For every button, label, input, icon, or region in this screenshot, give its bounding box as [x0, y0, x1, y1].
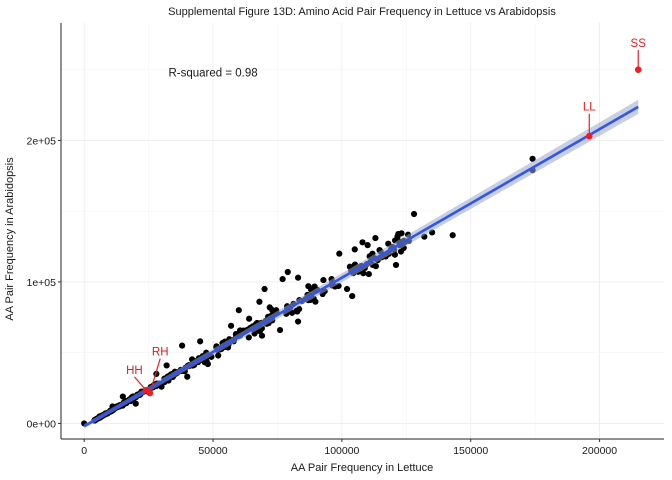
- data-point: [320, 276, 327, 284]
- highlight-label-ll: LL: [583, 102, 596, 114]
- x-tick-label: 0: [81, 445, 87, 457]
- data-point: [391, 251, 398, 258]
- data-point: [284, 268, 291, 276]
- data-point: [372, 234, 379, 242]
- highlight-label-ss: SS: [631, 38, 647, 50]
- data-point: [394, 233, 401, 240]
- data-point: [184, 373, 191, 380]
- data-point: [256, 298, 263, 305]
- data-point: [179, 342, 186, 349]
- data-point: [360, 270, 367, 277]
- data-point: [359, 239, 366, 246]
- x-tick-label: 50000: [198, 445, 227, 457]
- highlight-label-rh: RH: [152, 347, 169, 359]
- x-tick-label: 200000: [582, 445, 617, 457]
- data-point: [392, 261, 400, 269]
- data-point: [163, 362, 170, 369]
- chart-title: Supplemental Figure 13D: Amino Acid Pair…: [168, 6, 556, 18]
- data-point: [227, 322, 235, 329]
- data-point: [258, 332, 266, 339]
- highlight-point: [634, 66, 642, 73]
- highlight-point: [585, 132, 593, 140]
- data-point: [266, 304, 273, 311]
- data-point: [336, 250, 343, 257]
- data-point: [294, 318, 302, 325]
- data-point: [365, 270, 372, 278]
- y-tick-label: 0e+00: [27, 418, 57, 430]
- data-point: [529, 155, 536, 162]
- data-point: [288, 309, 296, 316]
- data-point: [132, 400, 139, 407]
- regression-line: [83, 105, 639, 428]
- data-point: [449, 232, 456, 239]
- r-squared-annotation: R-squared = 0.98: [168, 68, 257, 80]
- data-point: [351, 246, 358, 253]
- highlight-point: [142, 386, 150, 394]
- data-point: [197, 338, 204, 345]
- data-point: [294, 274, 302, 281]
- data-point: [204, 360, 211, 368]
- y-tick-label: 2e+05: [27, 135, 57, 147]
- x-tick-label: 100000: [324, 445, 359, 457]
- data-point: [410, 210, 418, 218]
- data-point: [261, 285, 268, 293]
- x-axis-title: AA Pair Frequency in Lettuce: [291, 462, 433, 474]
- data-point: [305, 283, 312, 290]
- data-point: [343, 285, 351, 293]
- highlight-leader-line: [149, 358, 161, 394]
- data-point: [215, 352, 222, 359]
- x-tick-label: 150000: [453, 445, 488, 457]
- data-point: [349, 292, 356, 300]
- highlight-label-hh: HH: [126, 365, 143, 377]
- data-point: [235, 307, 242, 314]
- y-tick-label: 1e+05: [27, 277, 57, 289]
- data-point: [279, 276, 286, 283]
- data-point: [364, 242, 371, 249]
- data-point: [246, 315, 253, 322]
- data-point: [276, 326, 284, 334]
- data-point: [119, 393, 126, 400]
- y-axis-title: AA Pair Frequency in Arabidopsis: [4, 157, 16, 321]
